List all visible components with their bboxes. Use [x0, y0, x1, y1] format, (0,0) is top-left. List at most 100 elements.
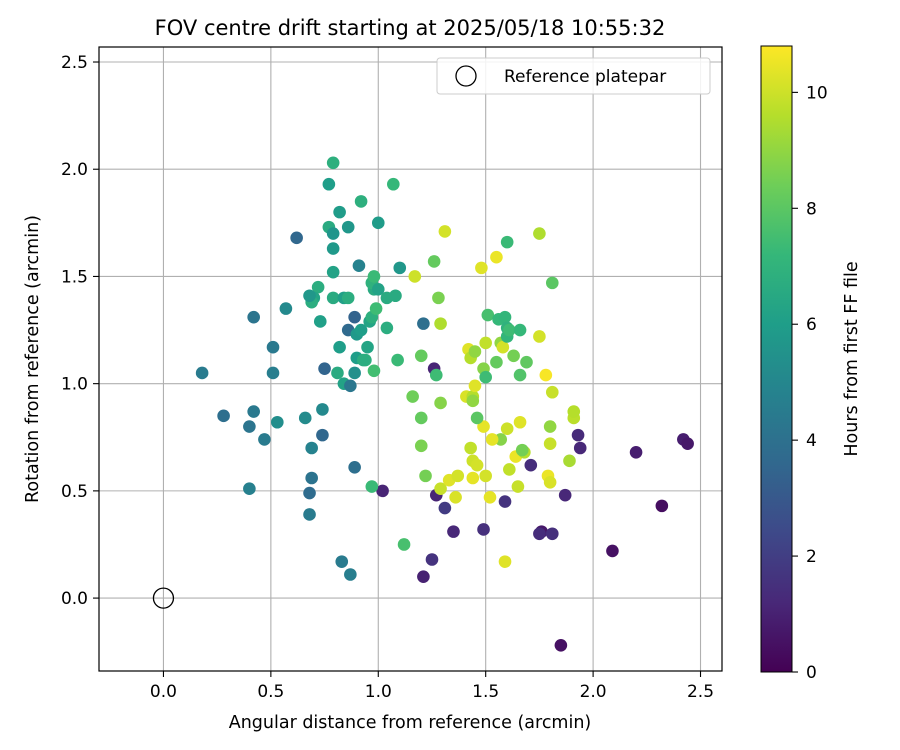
data-point	[563, 454, 576, 468]
data-point	[380, 321, 394, 335]
data-point	[500, 235, 514, 249]
legend-box	[436, 57, 711, 95]
data-point	[545, 527, 559, 541]
data-point	[367, 364, 381, 378]
data-point	[470, 458, 484, 472]
data-point	[554, 638, 568, 652]
data-point	[434, 482, 447, 496]
data-point	[348, 310, 361, 324]
data-point	[326, 242, 340, 255]
data-point	[318, 362, 331, 375]
data-point	[348, 460, 361, 474]
data-point	[354, 323, 368, 337]
data-point	[681, 437, 694, 451]
data-point	[464, 441, 477, 455]
data-point	[258, 433, 271, 446]
data-point	[500, 422, 514, 435]
data-point	[513, 323, 527, 337]
data-point	[344, 379, 357, 393]
colorbar-label: Hours from first FF file	[842, 261, 862, 456]
data-point	[195, 366, 209, 380]
data-point	[434, 396, 447, 410]
data-point	[303, 486, 316, 500]
data-point	[543, 475, 557, 489]
data-point	[290, 231, 303, 245]
data-point	[333, 340, 346, 354]
x-axis-ticks: 0.0 0.5 1.0 1.5 2.0 2.5	[150, 671, 714, 702]
data-point	[266, 366, 280, 380]
data-point	[533, 330, 546, 343]
data-point	[573, 441, 587, 455]
colorbar-tick-label: 8	[806, 199, 817, 219]
data-point	[468, 379, 482, 393]
data-point	[391, 353, 404, 367]
data-point	[311, 280, 325, 294]
data-points	[195, 156, 694, 652]
y-tick-label: 1.0	[61, 375, 88, 395]
data-point	[449, 491, 462, 504]
data-point	[545, 276, 559, 290]
data-point	[466, 394, 480, 408]
data-point	[629, 445, 643, 459]
data-point	[447, 525, 460, 538]
x-tick-label: 0.5	[257, 682, 284, 702]
data-point	[344, 568, 357, 581]
data-point	[389, 289, 402, 303]
data-point	[371, 283, 385, 296]
data-point	[655, 499, 669, 513]
data-point	[326, 291, 340, 305]
data-point	[503, 463, 516, 476]
chart-title: FOV centre drift starting at 2025/05/18 …	[155, 16, 666, 40]
data-point	[479, 370, 492, 384]
data-point	[298, 411, 312, 425]
data-point	[475, 261, 488, 275]
legend: Reference platepar	[436, 57, 711, 95]
data-point	[397, 538, 411, 551]
data-point	[543, 420, 557, 433]
data-point	[271, 415, 284, 429]
data-point	[606, 544, 619, 558]
data-point	[485, 433, 499, 446]
data-point	[481, 308, 495, 322]
data-point	[408, 270, 422, 283]
x-tick-label: 2.5	[687, 682, 714, 702]
data-point	[503, 323, 516, 337]
data-point	[279, 302, 293, 315]
data-point	[367, 270, 381, 283]
data-point	[470, 411, 484, 425]
data-point	[322, 177, 336, 191]
y-axis-ticks: 0.0 0.5 1.0 1.5 2.0 2.5	[61, 53, 99, 609]
data-point	[313, 315, 327, 328]
data-point	[498, 555, 512, 568]
legend-marker-open-circle	[455, 65, 477, 87]
data-point	[305, 471, 318, 485]
data-point	[515, 443, 529, 457]
data-point	[365, 480, 379, 493]
x-tick-label: 2.0	[580, 682, 607, 702]
data-point	[498, 310, 512, 324]
data-point	[305, 441, 318, 455]
data-point	[247, 405, 260, 418]
data-point	[341, 220, 355, 234]
data-point	[387, 177, 400, 191]
data-point	[371, 216, 385, 230]
colorbar: 0 2 4 6 8 10 Hours from first FF file	[760, 45, 862, 683]
data-point	[429, 368, 443, 382]
data-point	[217, 409, 230, 423]
data-point	[524, 458, 538, 472]
data-point	[513, 368, 527, 382]
data-point	[326, 265, 340, 279]
colorbar-gradient	[760, 45, 793, 673]
data-point	[356, 353, 370, 367]
data-point	[479, 469, 492, 483]
data-point	[498, 495, 512, 508]
data-point	[333, 205, 346, 219]
data-point	[406, 390, 419, 403]
data-point	[496, 340, 510, 354]
data-point	[414, 349, 428, 363]
y-tick-label: 0.5	[61, 482, 88, 502]
data-point	[341, 291, 355, 305]
data-point	[533, 227, 546, 240]
